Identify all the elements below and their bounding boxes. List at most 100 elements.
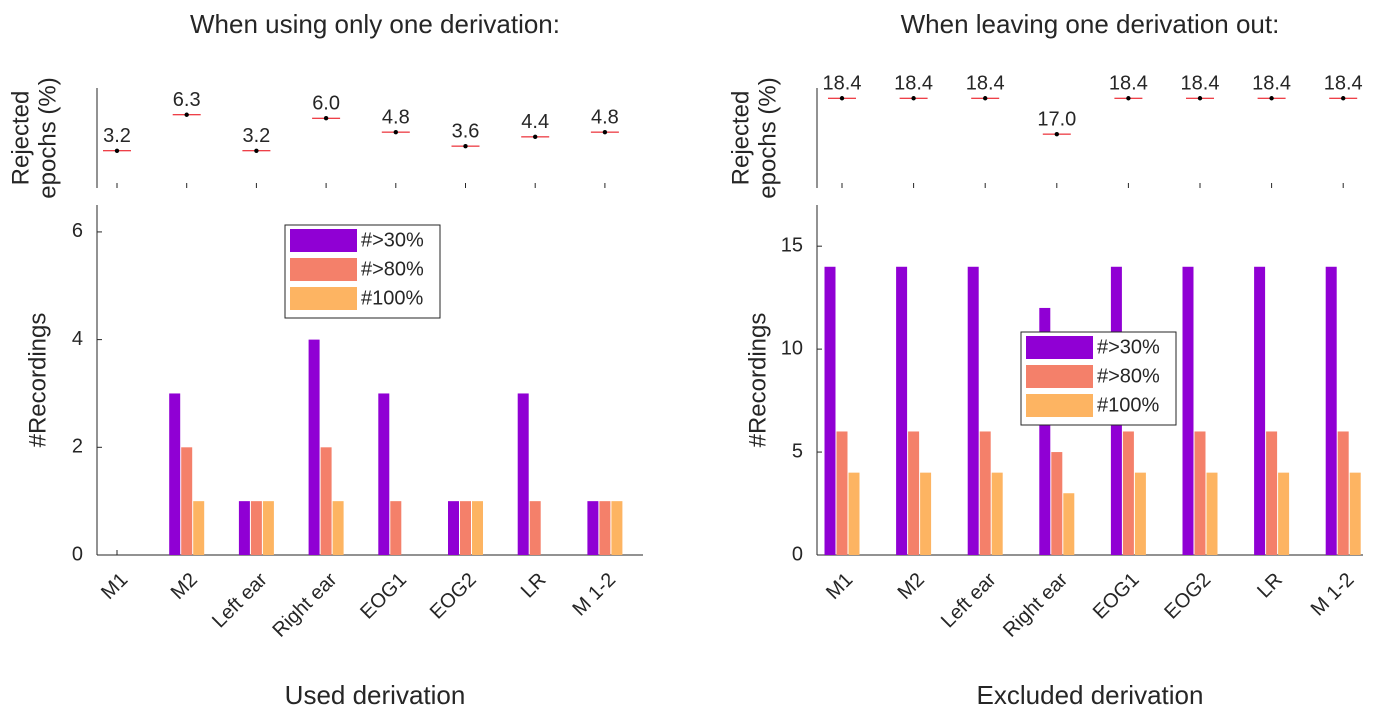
bar (848, 472, 860, 555)
dot (911, 96, 916, 101)
legend-swatch (1026, 365, 1093, 388)
bar (390, 501, 402, 555)
value-label: 4.4 (521, 111, 549, 133)
x-tick-label: Right ear (999, 568, 1072, 641)
bar (1278, 472, 1290, 555)
value-label: 4.8 (382, 106, 410, 128)
value-label: 18.4 (1252, 73, 1291, 95)
x-tick-label: M2 (894, 569, 929, 604)
value-label: 18.4 (1181, 73, 1220, 95)
y-axis-label: #Recordings (744, 313, 771, 448)
column-title: When using only one derivation: (190, 9, 560, 39)
bar (262, 501, 274, 555)
legend-label: #>30% (361, 229, 424, 251)
bar (460, 501, 471, 555)
value-label: 6.0 (312, 93, 340, 115)
bar (308, 339, 320, 555)
bar (529, 501, 541, 555)
x-tick-label: EOG1 (1089, 569, 1144, 624)
bar (448, 501, 459, 555)
bar (587, 501, 599, 555)
x-tick-label: EOG2 (426, 569, 481, 624)
x-tick-label: M 1-2 (1307, 569, 1359, 621)
value-label: 3.2 (242, 125, 270, 147)
bar (332, 501, 344, 555)
value-label: 4.8 (591, 106, 619, 128)
dot (1126, 96, 1131, 101)
bar (611, 501, 623, 555)
bar (1039, 307, 1051, 555)
bar (193, 501, 205, 555)
legend: #>30% #>80% #100% (284, 224, 441, 319)
bar (517, 393, 529, 555)
y-tick-label: 6 (72, 220, 83, 242)
bar (908, 431, 920, 555)
bar (1194, 431, 1206, 555)
legend-swatch (290, 287, 357, 310)
legend-label: #100% (1097, 394, 1159, 416)
x-tick-label: Right ear (268, 568, 341, 641)
bar (1122, 431, 1134, 555)
bar (967, 266, 979, 555)
bar (1063, 493, 1075, 555)
value-label: 3.2 (103, 125, 131, 147)
legend-label: #>80% (1097, 365, 1160, 387)
bar (1325, 266, 1337, 555)
y-tick-label: 10 (781, 337, 803, 359)
bar (1254, 266, 1266, 555)
bar (378, 393, 390, 555)
y-tick-label: 5 (792, 440, 803, 462)
y-tick-label: 15 (781, 234, 803, 256)
bar (1206, 472, 1218, 555)
bar (824, 266, 836, 555)
dot (1269, 96, 1274, 101)
bar (181, 447, 193, 555)
dot (393, 129, 398, 135)
value-label: 18.4 (1109, 73, 1148, 95)
x-axis-label: Used derivation (285, 680, 466, 710)
x-tick-label: LR (1253, 569, 1287, 603)
dot (323, 116, 329, 121)
x-tick-label: LR (517, 569, 551, 603)
dot (184, 112, 189, 117)
dot (463, 143, 468, 149)
dot (839, 96, 845, 101)
bar (169, 393, 181, 555)
y-tick-label: 2 (72, 436, 83, 458)
x-tick-label: M1 (822, 569, 857, 604)
value-label: 18.4 (823, 73, 862, 95)
legend-swatch (1026, 336, 1093, 359)
dot (1054, 131, 1060, 137)
value-label: 3.6 (452, 120, 480, 142)
x-tick-label: EOG2 (1160, 569, 1215, 624)
x-tick-label: Left ear (208, 568, 272, 632)
dot (1197, 96, 1203, 101)
x-tick-label: EOG1 (356, 569, 411, 624)
y-axis-label: epochs (%) (34, 77, 61, 198)
legend: #>30% #>80% #100% (1020, 331, 1177, 426)
dot (602, 129, 608, 135)
x-tick-label: M 1-2 (568, 569, 620, 621)
y-tick-label: 4 (72, 328, 83, 350)
bar (896, 266, 908, 555)
bar (320, 447, 332, 555)
bar (991, 472, 1003, 555)
bar (472, 501, 483, 555)
value-label: 18.4 (894, 73, 933, 95)
value-label: 17.0 (1037, 108, 1076, 130)
value-label: 18.4 (1324, 73, 1363, 95)
bar (1051, 452, 1063, 555)
bar (920, 472, 932, 555)
bar (979, 431, 991, 555)
legend-swatch (1026, 394, 1093, 417)
legend-label: #>80% (361, 258, 424, 280)
y-tick-label: 0 (72, 543, 83, 565)
dot (533, 134, 538, 140)
bar (238, 501, 250, 555)
bar (250, 501, 262, 555)
dot (983, 96, 988, 101)
dot (254, 148, 259, 153)
y-axis-label: Rejected (7, 91, 34, 186)
x-axis-label: Excluded derivation (977, 680, 1204, 710)
